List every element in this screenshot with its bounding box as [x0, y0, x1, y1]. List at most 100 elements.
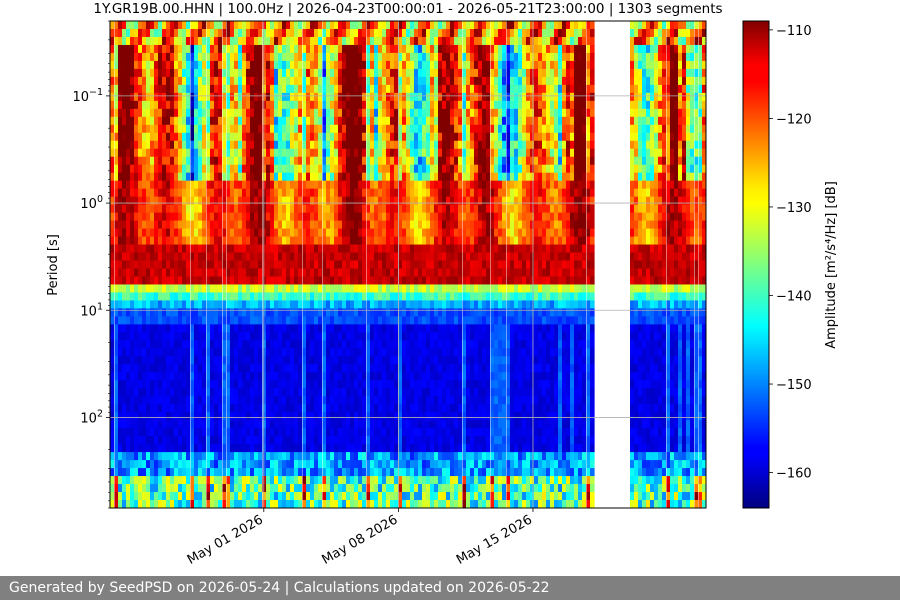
heat-cell [214, 300, 219, 310]
heat-cell [314, 100, 319, 110]
heat-cell [146, 76, 151, 86]
heat-cell [134, 156, 139, 166]
heat-cell [110, 52, 115, 62]
heat-cell [230, 44, 235, 54]
heat-cell [334, 452, 339, 461]
heat-cell [206, 156, 211, 166]
heat-cell [174, 428, 179, 437]
heat-cell [142, 108, 147, 118]
heat-cell [430, 348, 435, 357]
heat-cell [350, 348, 355, 357]
heat-cell [198, 21, 203, 30]
heat-cell [230, 21, 235, 30]
heat-cell [322, 52, 327, 62]
heat-cell [154, 252, 159, 262]
heat-cell [434, 212, 439, 222]
heat-cell [182, 444, 187, 453]
heat-cell [434, 44, 439, 54]
heat-cell [214, 36, 219, 46]
heat-cell [430, 180, 435, 190]
heat-cell [130, 132, 135, 142]
heat-cell [278, 444, 283, 453]
heat-cell [166, 340, 171, 349]
heat-cell [150, 164, 155, 174]
heat-cell [366, 260, 371, 270]
heat-cell [342, 484, 347, 493]
heat-cell [282, 196, 287, 206]
heat-cell [414, 84, 419, 94]
heat-cell [354, 76, 359, 86]
heat-cell [138, 92, 143, 102]
heat-cell [142, 268, 147, 278]
heat-cell [374, 300, 379, 310]
heat-cell [302, 244, 307, 254]
heat-cell [258, 444, 263, 453]
heat-cell [138, 428, 143, 437]
heat-cell [206, 412, 211, 421]
heat-cell [430, 132, 435, 142]
heat-cell [406, 148, 411, 158]
heat-cell [398, 212, 403, 222]
heat-cell [178, 308, 183, 317]
heat-cell [266, 388, 271, 397]
heat-cell [186, 388, 191, 397]
heat-cell [334, 212, 339, 222]
heat-cell [154, 356, 159, 365]
heat-cell [182, 28, 187, 38]
heat-cell [274, 172, 279, 182]
heat-cell [158, 68, 163, 78]
heat-cell [370, 116, 375, 126]
heat-cell [346, 68, 351, 78]
heat-cell [382, 108, 387, 118]
heat-cell [110, 452, 115, 461]
heat-cell [418, 180, 423, 190]
heat-cell [278, 180, 283, 190]
heat-cell [390, 476, 395, 485]
heat-cell [138, 356, 143, 365]
heat-cell [174, 68, 179, 78]
heat-cell [150, 236, 155, 246]
heat-cell [222, 212, 227, 222]
heat-cell [330, 68, 335, 78]
heat-cell [138, 204, 143, 214]
heat-cell [194, 21, 199, 30]
heat-cell [418, 364, 423, 373]
heat-cell [178, 468, 183, 477]
heat-cell [162, 188, 167, 198]
heat-cell [294, 148, 299, 158]
heat-cell [198, 180, 203, 190]
heat-cell [142, 500, 147, 508]
heat-cell [134, 204, 139, 214]
heat-cell [338, 196, 343, 206]
heat-cell [358, 412, 363, 421]
heat-cell [350, 180, 355, 190]
heat-cell [230, 196, 235, 206]
heat-cell [166, 124, 171, 134]
heat-cell [278, 236, 283, 246]
heat-cell [146, 124, 151, 134]
heat-cell [414, 412, 419, 421]
heat-cell [290, 68, 295, 78]
heat-cell [250, 356, 255, 365]
heat-cell [174, 476, 179, 485]
heat-cell [262, 388, 267, 397]
heat-cell [306, 332, 311, 341]
heat-cell [302, 292, 307, 302]
heat-cell [290, 428, 295, 437]
heat-cell [418, 108, 423, 118]
heat-cell [338, 300, 343, 310]
heat-cell [322, 124, 327, 134]
heat-cell [398, 396, 403, 405]
heat-cell [134, 116, 139, 126]
heat-cell [394, 444, 399, 453]
heat-cell [114, 284, 119, 294]
heat-cell [246, 236, 251, 246]
heat-cell [374, 268, 379, 278]
heat-cell [138, 28, 143, 38]
heat-cell [218, 452, 223, 461]
heat-cell [202, 428, 207, 437]
heat-cell [134, 21, 139, 30]
heat-cell [310, 204, 315, 214]
heat-cell [374, 276, 379, 286]
heat-cell [254, 396, 259, 405]
